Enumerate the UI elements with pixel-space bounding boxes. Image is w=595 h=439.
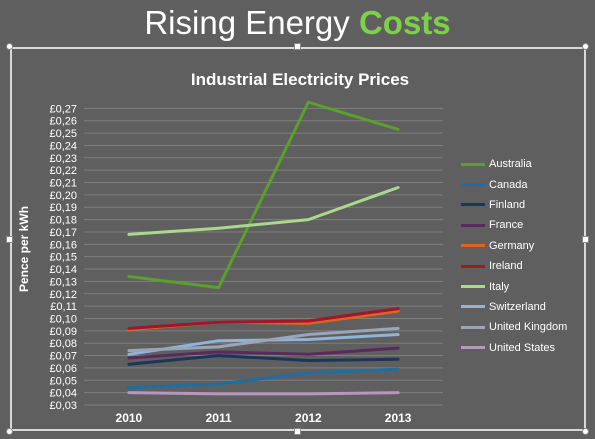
- y-tick-label: £0,16: [49, 239, 77, 251]
- series-line-finland: [127, 354, 400, 366]
- legend-item: Canada: [461, 174, 591, 194]
- y-tick-label: £0,14: [49, 264, 77, 276]
- slide-title-accent: Costs: [358, 4, 451, 41]
- x-tick-label: 2012: [295, 411, 322, 425]
- y-tick-labels: £0,03£0,04£0,05£0,06£0,07£0,08£0,09£0,10…: [49, 103, 77, 412]
- resize-handle-bottom-center[interactable]: [294, 428, 301, 435]
- slide-title: Rising Energy Costs: [0, 2, 595, 44]
- resize-handle-top-left[interactable]: [6, 43, 13, 50]
- legend-swatch: [461, 346, 485, 350]
- series-line-ireland: [127, 307, 400, 330]
- series-line-united-states: [127, 391, 400, 396]
- y-tick-label: £0,18: [49, 215, 77, 227]
- legend-item: Italy: [461, 276, 591, 296]
- y-tick-label: £0,13: [49, 276, 77, 288]
- legend-swatch: [461, 264, 485, 268]
- slide-title-main: Rising Energy: [144, 4, 359, 41]
- legend-swatch: [461, 223, 485, 227]
- x-tick-labels: 2010 2011 2012 2013: [116, 411, 412, 425]
- y-tick-label: £0,19: [49, 202, 77, 214]
- legend-swatch: [461, 162, 485, 166]
- y-tick-label: £0,05: [49, 375, 77, 387]
- y-tick-label: £0,15: [49, 252, 77, 264]
- resize-handle-bottom-right[interactable]: [582, 428, 589, 435]
- x-tick-label: 2011: [206, 411, 232, 425]
- legend-item: Germany: [461, 236, 591, 256]
- legend-swatch: [461, 285, 485, 289]
- y-tick-label: £0,03: [49, 400, 77, 412]
- y-tick-label: £0,23: [49, 153, 77, 165]
- series-line-united-kingdom: [127, 326, 400, 353]
- series-line-italy: [127, 186, 400, 236]
- resize-handle-middle-right[interactable]: [582, 236, 589, 243]
- y-tick-label: £0,10: [49, 313, 77, 325]
- series-line-australia: [127, 100, 400, 290]
- legend-item: Finland: [461, 195, 591, 215]
- y-tick-label: £0,06: [49, 363, 77, 375]
- legend-item: United Kingdom: [461, 317, 591, 337]
- x-tick-label: 2010: [116, 411, 143, 425]
- gridlines: [84, 107, 443, 406]
- series-line-canada: [127, 367, 400, 390]
- y-tick-label: £0,22: [49, 165, 77, 177]
- legend-label: United Kingdom: [489, 321, 568, 334]
- y-tick-label: £0,11: [50, 301, 77, 313]
- y-tick-label: £0,21: [49, 178, 77, 190]
- legend-label: Finland: [489, 198, 526, 211]
- legend-label: Ireland: [489, 260, 523, 273]
- legend-item: United States: [461, 338, 591, 358]
- series-lines: [127, 100, 400, 396]
- y-tick-label: £0,20: [49, 190, 77, 202]
- legend-label: United States: [489, 341, 556, 354]
- y-tick-label: £0,08: [49, 338, 77, 350]
- y-tick-label: £0,17: [49, 227, 77, 239]
- legend-swatch: [461, 244, 485, 248]
- legend-label: Canada: [489, 178, 528, 191]
- legend-label: Switzerland: [489, 300, 546, 313]
- y-tick-label: £0,09: [49, 326, 77, 338]
- legend-label: France: [489, 219, 524, 232]
- y-tick-label: £0,26: [49, 116, 77, 128]
- x-tick-label: 2013: [385, 411, 412, 425]
- y-tick-label: £0,04: [49, 388, 77, 400]
- y-tick-label: £0,07: [49, 351, 77, 363]
- y-axis-label: Pence per kWh: [17, 206, 31, 292]
- legend-label: Italy: [489, 280, 510, 293]
- y-tick-label: £0,24: [49, 140, 77, 152]
- resize-handle-bottom-left[interactable]: [6, 428, 13, 435]
- legend-item: Switzerland: [461, 297, 591, 317]
- legend-item: Australia: [461, 154, 591, 174]
- legend-item: France: [461, 215, 591, 235]
- y-tick-label: £0,25: [49, 128, 77, 140]
- series-line-france: [127, 346, 400, 360]
- legend-item: Ireland: [461, 256, 591, 276]
- chart-title: Industrial Electricity Prices: [191, 70, 409, 89]
- resize-handle-top-center[interactable]: [294, 43, 301, 50]
- y-tick-label: £0,27: [49, 103, 77, 115]
- y-tick-label: £0,12: [49, 289, 77, 301]
- legend-label: Germany: [489, 239, 535, 252]
- resize-handle-middle-left[interactable]: [6, 236, 13, 243]
- legend-swatch: [461, 325, 485, 329]
- legend-label: Australia: [489, 158, 532, 171]
- resize-handle-top-right[interactable]: [582, 43, 589, 50]
- chart-legend: Australia Canada Finland France Germany Irela…: [461, 154, 591, 358]
- legend-swatch: [461, 183, 485, 187]
- legend-swatch: [461, 203, 485, 207]
- legend-swatch: [461, 305, 485, 309]
